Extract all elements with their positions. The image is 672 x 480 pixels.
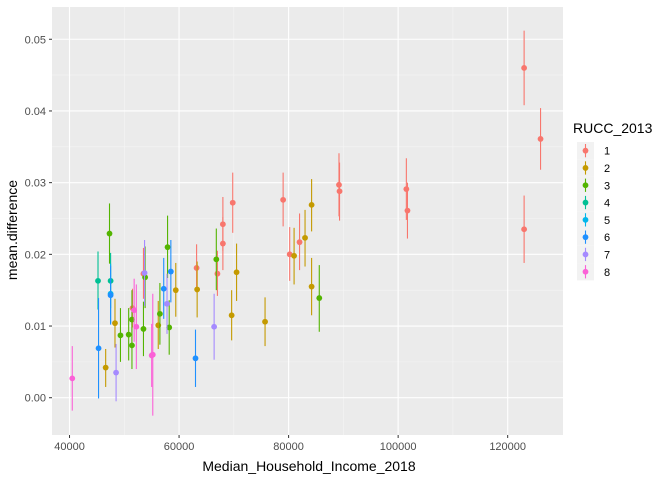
data-point [213, 256, 220, 263]
data-point [521, 226, 528, 233]
legend-key-point [582, 165, 589, 171]
data-point [537, 136, 544, 142]
data-point [214, 270, 221, 277]
data-point [286, 251, 293, 258]
data-point [125, 331, 132, 338]
data-point [102, 364, 109, 371]
x-tick-label: 120000 [489, 441, 526, 453]
series-7 [113, 239, 218, 402]
legend-label: 1 [604, 146, 610, 158]
data-point [219, 240, 226, 247]
legend-label: 6 [604, 232, 610, 244]
legend-item-3: 3 [577, 176, 610, 194]
legend-label: 5 [604, 215, 610, 227]
x-tick-label: 80000 [273, 441, 304, 453]
x-axis: 40000 60000 80000 100000 120000 [54, 435, 526, 453]
data-point [69, 375, 76, 382]
data-point [211, 323, 218, 330]
data-point [160, 285, 167, 292]
data-point [164, 300, 170, 307]
data-point [148, 352, 155, 359]
data-point [291, 252, 297, 259]
data-point [117, 332, 124, 339]
y-axis-title: mean.difference [4, 180, 20, 280]
data-point [112, 320, 118, 327]
legend-label: 7 [604, 249, 610, 261]
data-point [141, 270, 148, 276]
y-tick-label: 0.01 [25, 321, 46, 333]
series-6 [95, 239, 199, 399]
data-point [113, 369, 119, 376]
data-point [107, 292, 114, 299]
data-point [308, 283, 315, 290]
legend-item-8: 8 [577, 263, 610, 281]
data-point [192, 355, 199, 362]
legend-key-point [582, 251, 589, 258]
data-point [133, 323, 140, 330]
legend-item-1: 1 [577, 142, 610, 160]
x-axis-title: Median_Household_Income_2018 [202, 458, 415, 474]
data-point [229, 199, 236, 206]
panel-background [52, 7, 563, 435]
y-axis: 0.00 0.01 0.02 0.03 0.04 0.05 [25, 34, 52, 405]
legend-key-point [582, 234, 589, 241]
data-point [521, 65, 528, 71]
plot-panel [52, 7, 563, 435]
data-point [194, 286, 201, 293]
y-tick-label: 0.04 [25, 106, 46, 118]
series-2 [102, 179, 315, 387]
data-point [228, 312, 235, 319]
data-point [262, 318, 268, 325]
legend-key-point [582, 268, 589, 275]
series-8 [69, 278, 156, 416]
data-point [316, 295, 323, 301]
legend-item-7: 7 [577, 245, 610, 264]
legend-item-5: 5 [577, 211, 610, 229]
y-tick-label: 0.00 [25, 393, 46, 405]
data-point [172, 287, 179, 294]
data-point [404, 207, 411, 214]
data-point [95, 277, 101, 284]
data-point [308, 201, 315, 208]
legend-key-point [582, 147, 589, 154]
legend-key-point [582, 182, 589, 189]
y-tick-label: 0.03 [25, 178, 46, 190]
x-tick-label: 40000 [54, 441, 85, 453]
legend-key-point [582, 199, 589, 206]
legend-label: 3 [604, 180, 610, 192]
data-point [156, 310, 163, 317]
legend-item-6: 6 [577, 228, 610, 246]
legend-item-4: 4 [577, 193, 610, 212]
data-point [164, 244, 171, 251]
series-3 [106, 203, 323, 370]
data-point [280, 196, 287, 203]
data-point [129, 342, 135, 349]
y-tick-label: 0.05 [25, 34, 46, 46]
x-tick-label: 100000 [380, 441, 417, 453]
legend-item-2: 2 [577, 159, 610, 177]
data-point [131, 307, 138, 314]
data-point [95, 345, 102, 352]
data-point [336, 188, 343, 195]
data-point [302, 234, 308, 241]
legend-label: 2 [604, 163, 610, 175]
legend-label: 4 [604, 198, 610, 210]
legend-key-point [582, 216, 589, 223]
data-point [296, 239, 303, 246]
data-point [167, 268, 174, 275]
legend-title: RUCC_2013 [573, 120, 653, 136]
data-point [233, 269, 240, 276]
legend: RUCC_2013 1 2 3 4 5 6 7 8 [573, 120, 653, 281]
legend-label: 8 [604, 267, 610, 279]
y-tick-label: 0.02 [25, 249, 46, 261]
x-tick-label: 60000 [164, 441, 195, 453]
data-point [166, 324, 173, 331]
data-point [403, 186, 410, 192]
data-point [140, 325, 147, 332]
data-point [106, 230, 113, 237]
series-1 [129, 30, 544, 328]
data-point [129, 316, 135, 323]
